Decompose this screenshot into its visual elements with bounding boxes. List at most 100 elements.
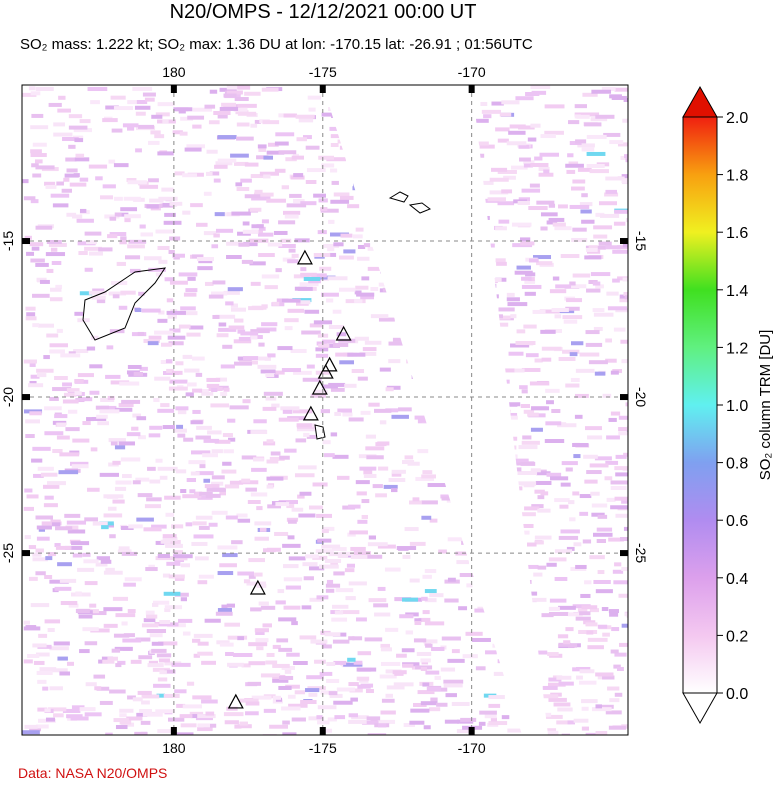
so2-pixel — [245, 711, 259, 716]
so2-pixel — [166, 298, 174, 303]
so2-pixel — [96, 299, 106, 304]
so2-pixel — [157, 466, 178, 471]
so2-pixel — [199, 491, 213, 496]
so2-pixel — [132, 697, 143, 702]
so2-pixel — [421, 596, 428, 601]
so2-pixel — [143, 527, 162, 532]
so2-pixel — [337, 408, 352, 413]
so2-pixel — [605, 176, 625, 181]
so2-pixel — [191, 541, 208, 546]
so2-pixel — [608, 725, 626, 730]
so2-pixel — [164, 277, 174, 282]
so2-pixel — [627, 181, 628, 186]
so2-pixel — [126, 716, 143, 721]
so2-pixel — [402, 663, 414, 668]
so2-pixel — [214, 439, 231, 444]
so2-pixel — [74, 157, 90, 162]
so2-pixel — [187, 115, 205, 120]
so2-pixel — [254, 189, 263, 194]
so2-pixel — [158, 310, 165, 315]
so2-pixel — [266, 198, 286, 203]
so2-pixel — [226, 706, 238, 711]
so2-pixel — [584, 479, 598, 484]
so2-pixel — [601, 607, 609, 612]
so2-pixel — [223, 93, 237, 98]
so2-pixel — [377, 586, 386, 591]
so2-pixel — [283, 210, 301, 215]
so2-pixel — [186, 681, 195, 686]
so2-pixel — [347, 532, 356, 537]
so2-pixel — [485, 650, 497, 655]
so2-pixel — [456, 729, 473, 734]
so2-pixel — [565, 163, 584, 168]
so2-pixel — [211, 481, 224, 486]
so2-pixel — [24, 488, 33, 493]
so2-pixel — [313, 253, 331, 258]
so2-pixel — [367, 266, 382, 271]
so2-pixel — [215, 314, 236, 319]
so2-pixel — [278, 220, 296, 225]
so2-pixel — [585, 342, 603, 347]
so2-pixel — [215, 161, 233, 166]
so2-pixel — [122, 474, 132, 479]
so2-pixel — [112, 460, 121, 465]
so2-pixel — [196, 222, 208, 227]
so2-pixel — [581, 605, 598, 610]
so2-pixel — [102, 118, 118, 123]
so2-pixel — [66, 661, 74, 666]
so2-pixel — [261, 219, 269, 224]
so2-pixel — [155, 112, 170, 117]
so2-pixel — [554, 576, 568, 581]
so2-pixel — [182, 704, 202, 709]
so2-pixel — [402, 597, 419, 602]
so2-pixel — [618, 415, 628, 420]
so2-pixel — [596, 538, 607, 543]
so2-pixel — [146, 628, 167, 633]
so2-pixel — [102, 184, 116, 189]
so2-pixel — [359, 466, 377, 471]
so2-pixel — [233, 361, 252, 366]
so2-pixel — [79, 649, 90, 654]
so2-pixel — [610, 411, 621, 416]
so2-pixel — [116, 261, 126, 266]
so2-pixel — [159, 475, 168, 480]
so2-pixel — [35, 225, 53, 230]
so2-pixel — [142, 92, 156, 97]
so2-pixel — [320, 690, 336, 695]
so2-pixel — [199, 389, 209, 394]
volcano-marker — [302, 405, 319, 421]
so2-pixel — [42, 686, 49, 691]
so2-pixel — [258, 253, 275, 258]
so2-pixel — [237, 571, 255, 576]
so2-pixel — [59, 578, 77, 583]
so2-pixel — [622, 277, 628, 282]
so2-pixel — [276, 638, 289, 643]
so2-pixel — [117, 549, 132, 554]
so2-pixel — [123, 633, 135, 638]
so2-pixel — [507, 728, 523, 733]
so2-pixel — [26, 494, 39, 499]
so2-pixel — [327, 717, 337, 722]
so2-pixel — [608, 417, 617, 422]
so2-pixel — [114, 212, 122, 217]
so2-pixel — [430, 697, 438, 702]
so2-pixel — [206, 149, 218, 154]
so2-pixel — [66, 212, 77, 217]
so2-pixel — [75, 608, 90, 613]
so2-pixel — [121, 722, 135, 727]
so2-pixel — [151, 641, 164, 646]
so2-pixel — [269, 456, 285, 461]
so2-pixel — [588, 360, 608, 365]
so2-pixel — [577, 143, 595, 148]
so2-pixel — [162, 534, 177, 539]
so2-pixel — [317, 720, 330, 725]
so2-pixel — [521, 188, 541, 193]
so2-pixel — [372, 484, 383, 489]
so2-pixel — [364, 637, 383, 642]
so2-pixel — [263, 708, 276, 713]
so2-pixel — [475, 666, 486, 671]
so2-pixel — [521, 389, 528, 394]
so2-pixel — [60, 353, 81, 358]
volcano-marker — [335, 325, 352, 341]
so2-pixel — [226, 90, 243, 95]
